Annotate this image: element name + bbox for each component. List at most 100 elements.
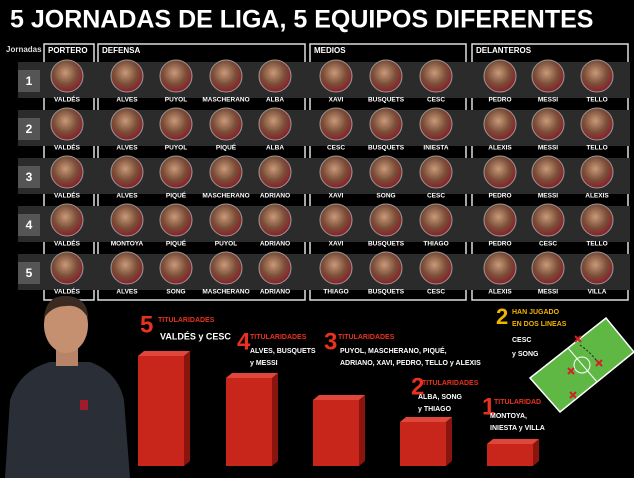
player-photo <box>319 203 353 237</box>
player-photo <box>159 107 193 141</box>
player-name: MASCHERANO <box>202 193 249 200</box>
player-photo <box>531 107 565 141</box>
bar-top <box>400 417 452 422</box>
player-photo <box>483 203 517 237</box>
bar-top <box>487 439 539 444</box>
row-number-box <box>18 166 40 188</box>
player-photo <box>580 107 614 141</box>
coach-photo <box>5 295 130 478</box>
bar-side <box>184 351 190 466</box>
player-name: VALDÉS <box>54 143 81 152</box>
player-photo <box>319 107 353 141</box>
player-photo <box>110 203 144 237</box>
count: 4 <box>237 328 251 355</box>
player-name: MASCHERANO <box>202 97 249 104</box>
player-name: BUSQUETS <box>368 289 405 296</box>
player-name: ALEXIS <box>585 193 609 200</box>
two-lines-count: 2 <box>496 304 508 329</box>
player-name: ADRIANO <box>260 241 290 248</box>
title: 5 JORNADAS DE LIGA, 5 EQUIPOS DIFERENTES <box>10 6 593 34</box>
count-label: TITULARIDADES <box>338 334 395 341</box>
bar <box>226 373 278 466</box>
row-number: 1 <box>26 74 33 88</box>
row-number-box <box>18 118 40 140</box>
player-photo <box>319 155 353 189</box>
player-name: SONG <box>166 289 185 296</box>
bar-front <box>400 422 446 466</box>
two-lines-player: y SONG <box>512 351 539 358</box>
player-name: XAVI <box>329 241 344 248</box>
player-photo <box>209 107 243 141</box>
count: 5 <box>140 311 153 338</box>
player-photo <box>483 251 517 285</box>
player-list: VALDÉS y CESC <box>160 331 231 341</box>
player-name: PUYOL <box>215 241 237 248</box>
player-photo <box>419 59 453 93</box>
count-label: TITULARIDADES <box>422 380 479 387</box>
player-name: TELLO <box>586 145 607 152</box>
row-number: 5 <box>26 266 33 280</box>
player-name: THIAGO <box>323 289 348 296</box>
bar-side <box>533 439 539 466</box>
two-lines-label: HAN JUGADO <box>512 309 560 316</box>
count-label: TITULARIDADES <box>250 334 307 341</box>
player-name: THIAGO <box>423 241 448 248</box>
player-list: ALBA, SONG <box>418 394 463 401</box>
player-name: BUSQUETS <box>368 97 405 104</box>
player-name: MESSI <box>538 145 558 152</box>
player-list: y THIAGO <box>418 406 452 413</box>
player-photo <box>419 203 453 237</box>
player-name: ALVES <box>116 97 138 104</box>
player-name: PIQUÉ <box>166 191 187 200</box>
player-name: ALEXIS <box>488 289 512 296</box>
player-name: MONTOYA <box>111 241 144 248</box>
player-name: PUYOL <box>165 97 187 104</box>
player-photo <box>159 251 193 285</box>
player-name: MESSI <box>538 289 558 296</box>
player-photo <box>580 59 614 93</box>
two-lines-label: EN DOS LINEAS <box>512 321 567 328</box>
player-photo <box>159 155 193 189</box>
row-number: 4 <box>26 218 33 232</box>
player-name: MESSI <box>538 193 558 200</box>
player-name: ALVES <box>116 145 138 152</box>
player-photo <box>419 107 453 141</box>
player-photo <box>50 203 84 237</box>
player-photo <box>110 155 144 189</box>
player-photo <box>159 203 193 237</box>
count-label: TITULARIDAD <box>494 399 541 406</box>
player-name: VALDÉS <box>54 287 81 296</box>
player-photo <box>531 59 565 93</box>
player-list: ALVES, BUSQUETS <box>250 348 316 355</box>
player-name: ALVES <box>116 193 138 200</box>
player-name: ALBA <box>266 145 284 152</box>
header-medios: MEDIOS <box>314 46 346 55</box>
bar-top <box>313 395 365 400</box>
bar <box>138 351 190 466</box>
player-photo <box>419 251 453 285</box>
player-name: XAVI <box>329 193 344 200</box>
header-portero: PORTERO <box>48 46 88 55</box>
player-photo <box>531 203 565 237</box>
player-name: TELLO <box>586 241 607 248</box>
player-photo <box>531 251 565 285</box>
player-name: TELLO <box>586 97 607 104</box>
player-name: XAVI <box>329 97 344 104</box>
player-photo <box>319 59 353 93</box>
bar-front <box>138 356 184 466</box>
player-name: VALDÉS <box>54 95 81 104</box>
player-name: CESC <box>427 289 445 296</box>
row-number-box <box>18 70 40 92</box>
player-name: PUYOL <box>165 145 187 152</box>
bar <box>400 417 452 466</box>
player-name: VILLA <box>588 289 607 296</box>
bar <box>313 395 365 466</box>
player-photo <box>483 155 517 189</box>
player-name: PIQUÉ <box>166 239 187 248</box>
field-diagram <box>528 316 634 414</box>
row-number: 2 <box>26 122 33 136</box>
player-photo <box>209 203 243 237</box>
player-photo <box>369 251 403 285</box>
player-name: ALBA <box>266 97 284 104</box>
